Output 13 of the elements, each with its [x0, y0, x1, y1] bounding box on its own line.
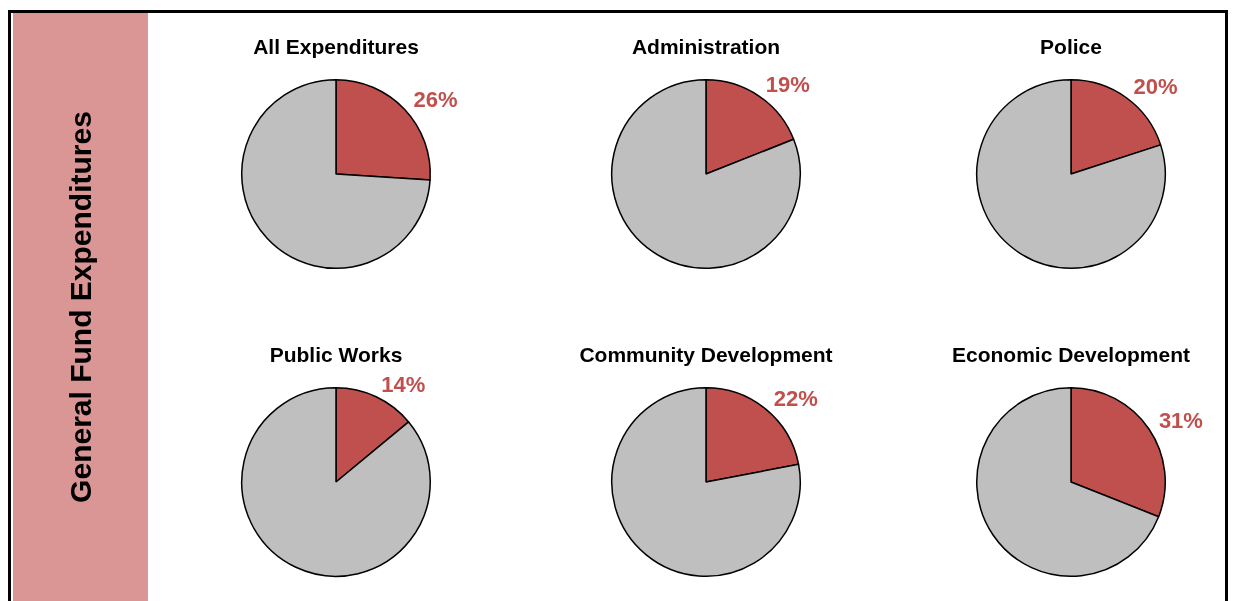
- text: General Fund Expenditures: [63, 111, 98, 503]
- data-label: 14%: [381, 371, 426, 397]
- data-label: 31%: [1158, 408, 1203, 434]
- data-label: 22%: [773, 386, 818, 412]
- chart-title: Economic Development: [950, 342, 1192, 367]
- data-label: 20%: [1133, 74, 1178, 100]
- chart-title: Police: [1039, 34, 1103, 59]
- chart-title: Public Works: [268, 342, 404, 367]
- chart-title: All Expenditures: [252, 34, 420, 59]
- chart-title: Administration: [630, 34, 782, 59]
- data-label: 26%: [413, 87, 458, 113]
- chart-title: Community Development: [578, 342, 834, 367]
- data-label: 19%: [765, 72, 810, 98]
